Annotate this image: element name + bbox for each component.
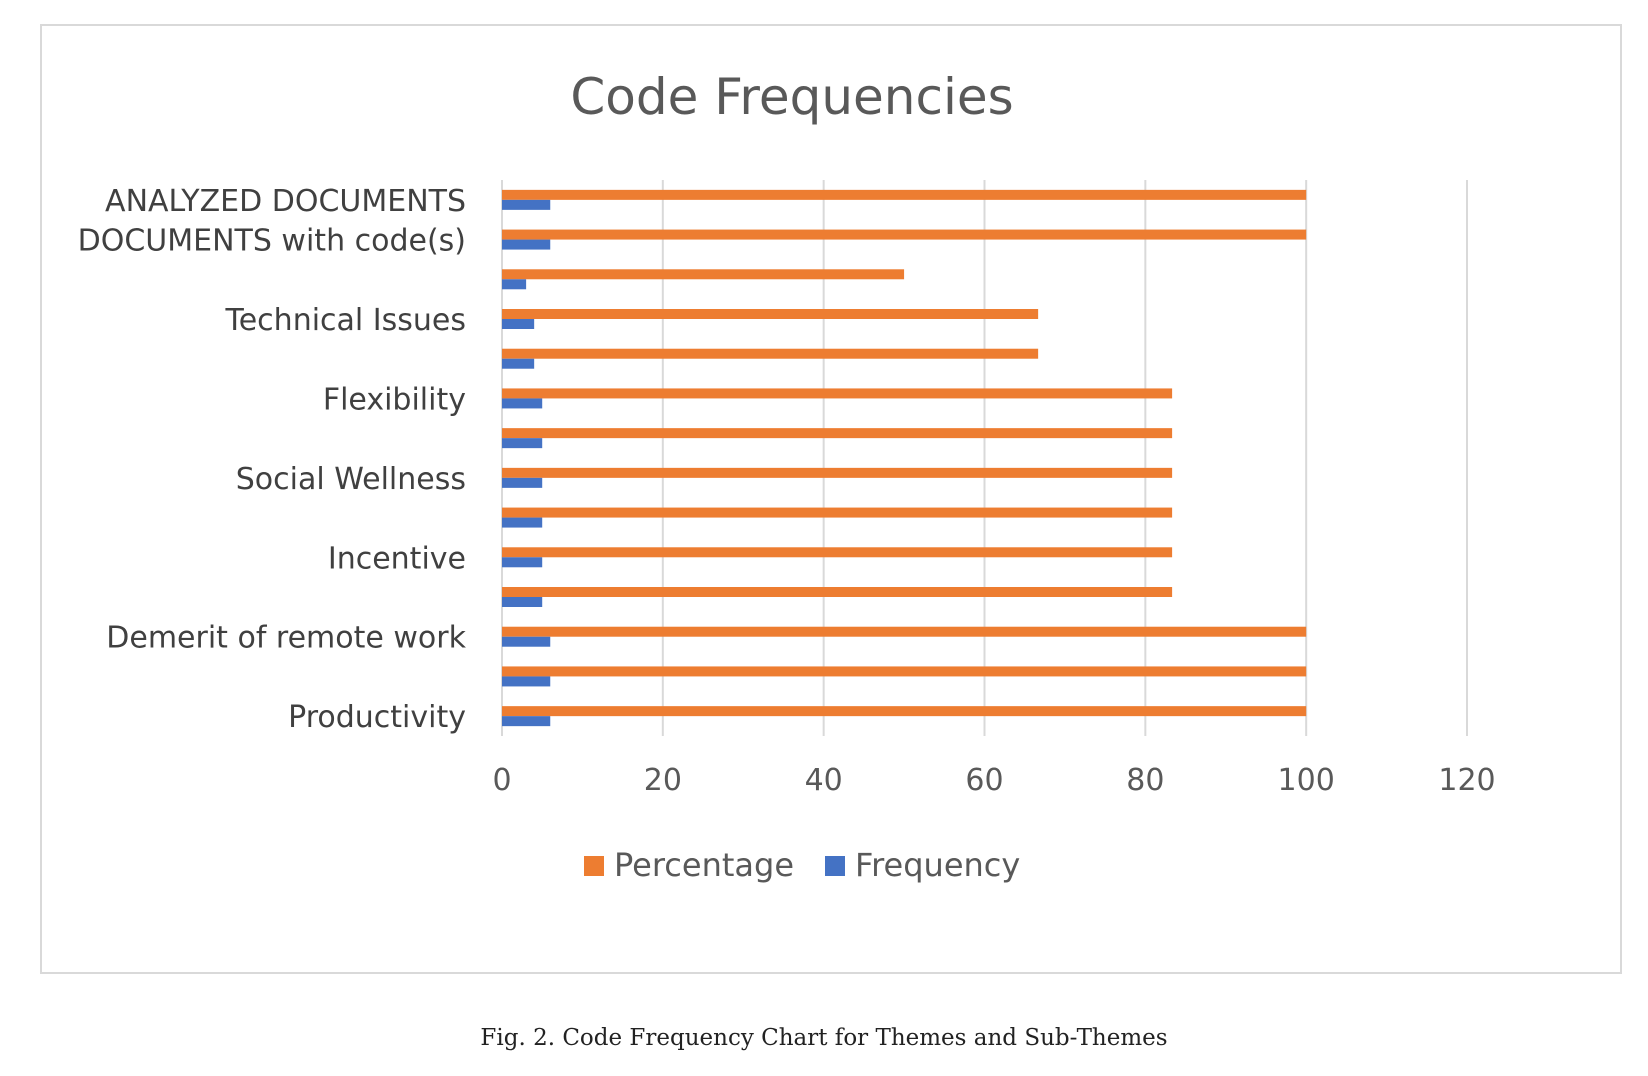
x-tick-label-2: 40: [805, 763, 843, 798]
bar-percentage-6: [502, 428, 1173, 439]
bar-frequency-12: [502, 676, 551, 687]
x-tick-label-3: 60: [965, 763, 1003, 798]
legend-swatch-frequency: [825, 856, 845, 876]
category-label-5: Flexibility: [323, 382, 466, 417]
category-label-9: Incentive: [328, 541, 466, 576]
legend: Percentage Frequency: [584, 846, 1020, 884]
category-labels: ANALYZED DOCUMENTS DOCUMENTS with code(s)…: [78, 184, 467, 735]
bar-frequency-6: [502, 438, 543, 449]
bar-percentage-5: [502, 388, 1173, 399]
bar-percentage-2: [502, 269, 905, 280]
legend-label-frequency: Frequency: [855, 846, 1020, 884]
bar-percentage-9: [502, 547, 1173, 558]
category-label-11: Demerit of remote work: [106, 621, 466, 656]
bar-percentage-7: [502, 467, 1173, 478]
category-label-7: Social Wellness: [236, 462, 466, 497]
bar-percentage-4: [502, 348, 1039, 359]
legend-label-percentage: Percentage: [614, 846, 794, 884]
bar-frequency-4: [502, 358, 535, 369]
bar-percentage-13: [502, 706, 1307, 717]
bar-frequency-0: [502, 199, 551, 210]
chart-frame: Code Frequencies ANALYZED DOCUMENTS DOCUM…: [40, 24, 1622, 974]
bar-frequency-1: [502, 239, 551, 250]
bar-frequency-3: [502, 319, 535, 329]
bar-percentage-8: [502, 507, 1173, 518]
bar-chart: Code Frequencies ANALYZED DOCUMENTS DOCUM…: [78, 68, 1496, 884]
bar-percentage-1: [502, 229, 1307, 240]
bar-percentage-0: [502, 189, 1307, 200]
x-tick-label-0: 0: [492, 763, 511, 798]
x-tick-label-6: 120: [1438, 763, 1495, 798]
x-tick-label-1: 20: [644, 763, 682, 798]
bars: [502, 189, 1307, 727]
bar-frequency-2: [502, 279, 527, 290]
figure-caption: Fig. 2. Code Frequency Chart for Themes …: [480, 1025, 1168, 1051]
bar-percentage-3: [502, 309, 1039, 319]
bar-frequency-11: [502, 636, 551, 647]
bar-frequency-9: [502, 557, 543, 568]
bar-percentage-11: [502, 626, 1307, 637]
bar-frequency-5: [502, 398, 543, 409]
category-label-13: Productivity: [288, 700, 466, 735]
x-axis-tick-labels: 0 20 40 60 80 100 120: [492, 763, 1495, 798]
gridlines: [501, 180, 1468, 736]
legend-swatch-percentage: [584, 856, 604, 876]
category-label-0: ANALYZED DOCUMENTS: [105, 184, 466, 219]
bar-percentage-12: [502, 666, 1307, 677]
bar-frequency-13: [502, 716, 551, 727]
bar-frequency-7: [502, 477, 543, 488]
x-tick-label-5: 100: [1278, 763, 1335, 798]
bar-frequency-10: [502, 597, 543, 607]
bar-frequency-8: [502, 517, 543, 528]
chart-title: Code Frequencies: [570, 68, 1013, 126]
bar-percentage-10: [502, 587, 1173, 597]
x-tick-label-4: 80: [1126, 763, 1164, 798]
category-label-3: Technical Issues: [225, 303, 467, 338]
category-label-1: DOCUMENTS with code(s): [78, 224, 466, 259]
